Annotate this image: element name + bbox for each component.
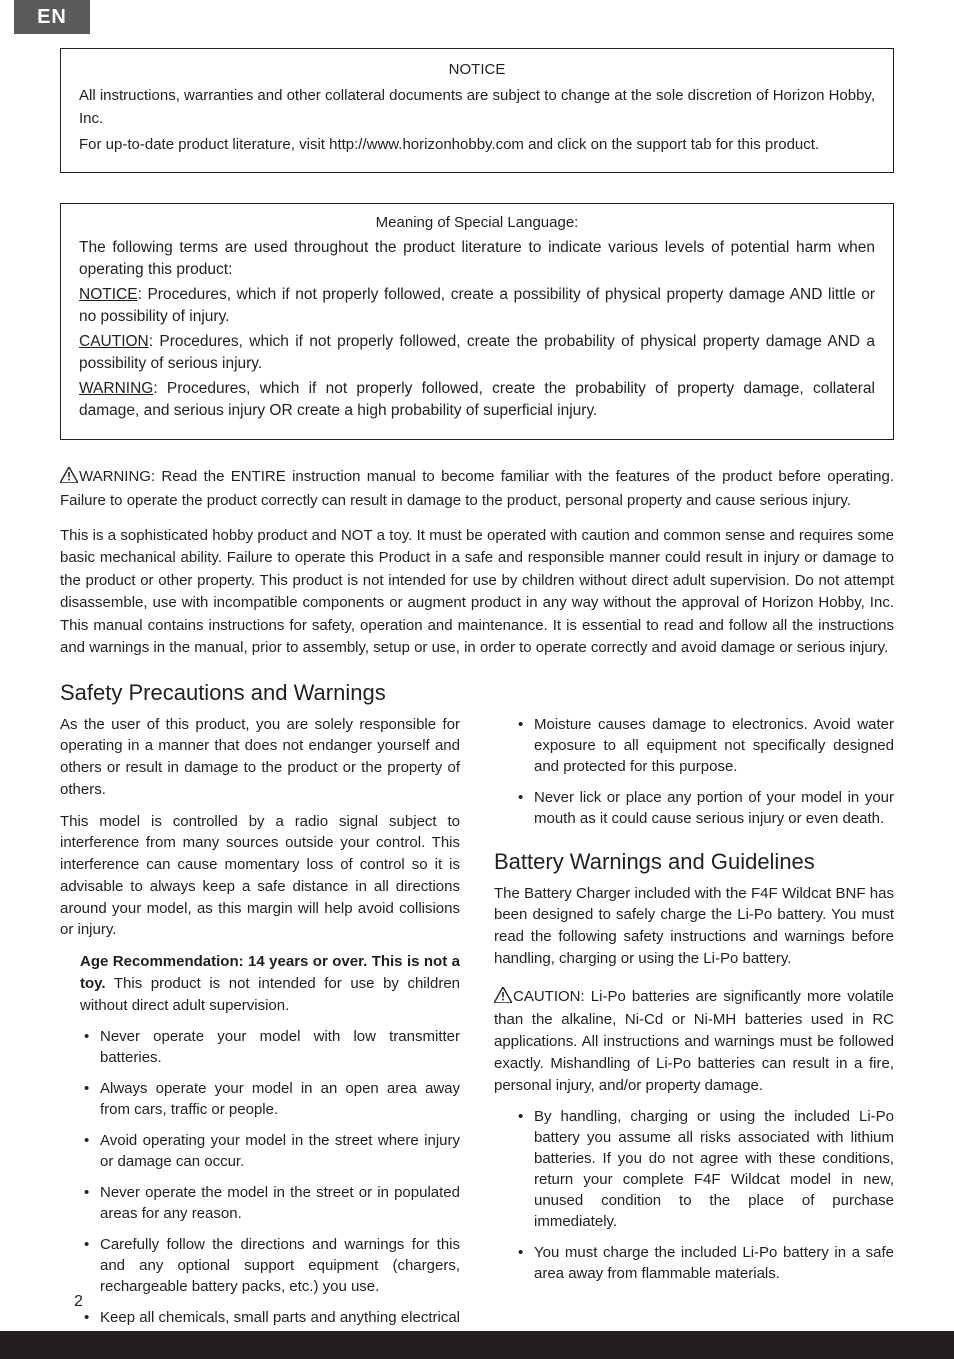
- battery-caution-text: CAUTION: Li-Po batteries are significant…: [494, 988, 894, 1094]
- safety-bullets-left: Never operate your model with low transm…: [60, 1026, 460, 1349]
- safety-p1: As the user of this product, you are sol…: [60, 714, 460, 801]
- battery-bullets: By handling, charging or using the inclu…: [494, 1106, 894, 1284]
- meaning-caution-text: : Procedures, which if not properly foll…: [79, 333, 875, 372]
- warning-paragraph: WARNING: Read the ENTIRE instruction man…: [60, 466, 894, 513]
- battery-p1: The Battery Charger included with the F4…: [494, 883, 894, 970]
- notice-box: NOTICE All instructions, warranties and …: [60, 48, 894, 173]
- notice-box-line2: For up-to-date product literature, visit…: [79, 133, 875, 156]
- battery-heading: Battery Warnings and Guidelines: [494, 849, 894, 875]
- meaning-warning: WARNING: Procedures, which if not proper…: [79, 378, 875, 423]
- body-paragraph: This is a sophisticated hobby product an…: [60, 525, 894, 660]
- meaning-warning-label: WARNING: [79, 380, 153, 397]
- list-item: You must charge the included Li-Po batte…: [514, 1242, 894, 1284]
- page-number: 2: [74, 1293, 83, 1311]
- language-tab: EN: [14, 0, 90, 34]
- meaning-intro: The following terms are used throughout …: [79, 237, 875, 282]
- two-column-area: Safety Precautions and Warnings As the u…: [60, 678, 894, 1359]
- meaning-notice-label: NOTICE: [79, 286, 138, 303]
- meaning-box-title: Meaning of Special Language:: [79, 214, 875, 231]
- meaning-notice-text: : Procedures, which if not properly foll…: [79, 286, 875, 325]
- age-rest: This product is not intended for use by …: [80, 975, 460, 1014]
- age-recommendation: Age Recommendation: 14 years or over. Th…: [60, 951, 460, 1016]
- left-column: Safety Precautions and Warnings As the u…: [60, 678, 460, 1359]
- list-item: Never lick or place any portion of your …: [514, 787, 894, 829]
- list-item: Never operate the model in the street or…: [80, 1182, 460, 1224]
- notice-box-line1: All instructions, warranties and other c…: [79, 84, 875, 131]
- list-item: Never operate your model with low transm…: [80, 1026, 460, 1068]
- safety-bullets-right: Moisture causes damage to electronics. A…: [494, 714, 894, 829]
- list-item: By handling, charging or using the inclu…: [514, 1106, 894, 1232]
- notice-box-title: NOTICE: [79, 61, 875, 78]
- list-item: Always operate your model in an open are…: [80, 1078, 460, 1120]
- meaning-caution-label: CAUTION: [79, 333, 149, 350]
- meaning-notice: NOTICE: Procedures, which if not properl…: [79, 284, 875, 329]
- warning-icon: [494, 987, 512, 1010]
- footer-bar: [0, 1331, 954, 1359]
- meaning-box: Meaning of Special Language: The followi…: [60, 203, 894, 440]
- safety-heading: Safety Precautions and Warnings: [60, 680, 460, 706]
- list-item: Avoid operating your model in the street…: [80, 1130, 460, 1172]
- list-item: Carefully follow the directions and warn…: [80, 1234, 460, 1297]
- warning-icon: [60, 467, 78, 491]
- meaning-warning-text: : Procedures, which if not properly foll…: [79, 380, 875, 419]
- safety-p2: This model is controlled by a radio sign…: [60, 811, 460, 942]
- page: EN NOTICE All instructions, warranties a…: [0, 0, 954, 1359]
- content-area: NOTICE All instructions, warranties and …: [0, 0, 954, 1359]
- meaning-caution: CAUTION: Procedures, which if not proper…: [79, 331, 875, 376]
- warning-text: WARNING: Read the ENTIRE instruction man…: [60, 468, 894, 510]
- list-item: Moisture causes damage to electronics. A…: [514, 714, 894, 777]
- battery-caution: CAUTION: Li-Po batteries are significant…: [494, 986, 894, 1097]
- right-column: Moisture causes damage to electronics. A…: [494, 678, 894, 1359]
